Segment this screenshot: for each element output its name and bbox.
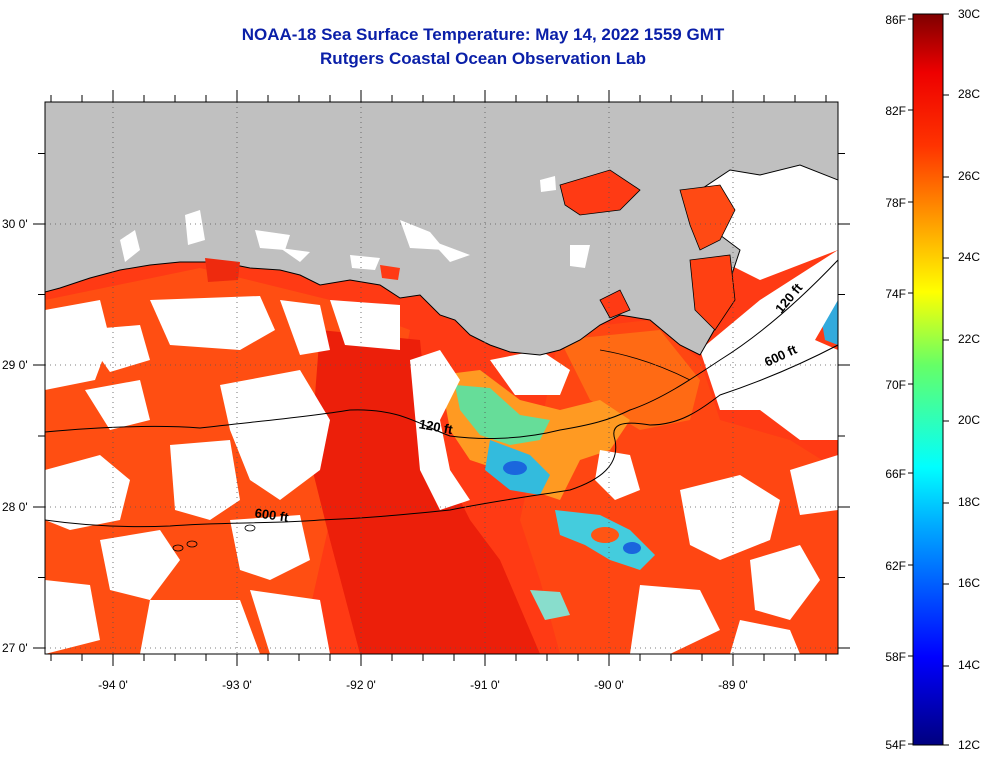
lat-label-30: 30 0' (2, 217, 28, 231)
cb-label-12c: 12C (958, 738, 980, 752)
cb-label-24c: 24C (958, 250, 980, 264)
cb-label-22c: 22C (958, 332, 980, 346)
map-panel (45, 102, 838, 654)
lon-label-93: -93 0' (222, 678, 252, 692)
cb-label-14c: 14C (958, 658, 980, 672)
contour-ring-1 (172, 544, 184, 552)
longitude-axis-labels: -94 0' -93 0' -92 0' -91 0' -90 0' -89 0… (98, 678, 748, 692)
cb-label-54f: 54F (885, 738, 906, 752)
lon-label-90: -90 0' (594, 678, 624, 692)
orange-water-patch (560, 330, 700, 430)
colorbar (912, 13, 944, 746)
coastal-bay-east (679, 184, 736, 251)
map-grid (45, 102, 838, 654)
title-line-1: NOAA-18 Sea Surface Temperature: May 14,… (241, 25, 725, 44)
cb-label-16c: 16C (958, 576, 980, 590)
contour-600ft (45, 344, 838, 528)
contour-120ft (45, 259, 838, 439)
title-line-2: Rutgers Coastal Ocean Observation Lab (320, 49, 646, 68)
cool-patch-south (530, 590, 570, 620)
lat-label-27: 27 0' (2, 641, 28, 655)
central-warm-plume (310, 330, 540, 654)
delta-bay (689, 254, 736, 331)
map-frame (44, 101, 839, 655)
cb-label-78f: 78F (885, 196, 906, 210)
cloud-mask (45, 160, 838, 654)
cb-label-20c: 20C (958, 413, 980, 427)
contour-ring-3 (244, 524, 256, 532)
cb-label-82f: 82F (885, 104, 906, 118)
lon-label-91: -91 0' (470, 678, 500, 692)
cb-label-62f: 62F (885, 559, 906, 573)
cold-spot-1 (503, 461, 527, 475)
colorbar-fahrenheit-labels: 86F 82F 78F 74F 70F 66F 62F 58F 54F (885, 13, 906, 752)
cb-label-18c: 18C (958, 495, 980, 509)
cb-label-86f: 86F (885, 13, 906, 27)
coastal-bay-warm (559, 169, 641, 216)
lat-label-29: 29 0' (2, 358, 28, 372)
cb-label-58f: 58F (885, 650, 906, 664)
cold-spot-2 (623, 542, 641, 554)
inland-lakes (120, 176, 590, 270)
contour-label-600ft-west: 600 ft (254, 505, 290, 525)
cb-label-30c: 30C (958, 7, 980, 21)
cb-label-74f: 74F (885, 287, 906, 301)
lon-label-92: -92 0' (346, 678, 376, 692)
lon-label-89: -89 0' (718, 678, 748, 692)
cb-label-28c: 28C (958, 87, 980, 101)
cb-label-26c: 26C (958, 169, 980, 183)
contour-label-120ft-mid: 120 ft (418, 416, 455, 437)
colorbar-ticks (908, 13, 949, 746)
latitude-axis-labels: 30 0' 29 0' 28 0' 27 0' (2, 217, 28, 655)
cool-plume-north (455, 385, 550, 445)
nearshore-warm-mid (380, 265, 400, 280)
cb-label-66f: 66F (885, 467, 906, 481)
delta-inlet (599, 289, 631, 319)
nearshore-warm-west (205, 258, 240, 282)
colorbar-celsius-labels: 30C 28C 26C 24C 22C 20C 18C 16C 14C 12C (958, 7, 980, 752)
lat-label-28: 28 0' (2, 500, 28, 514)
contour-fragment (599, 349, 691, 381)
cb-label-70f: 70F (885, 378, 906, 392)
axis-ticks (33, 90, 850, 666)
lon-label-94: -94 0' (98, 678, 128, 692)
warm-core (591, 527, 619, 543)
contour-ring-2 (186, 540, 198, 548)
